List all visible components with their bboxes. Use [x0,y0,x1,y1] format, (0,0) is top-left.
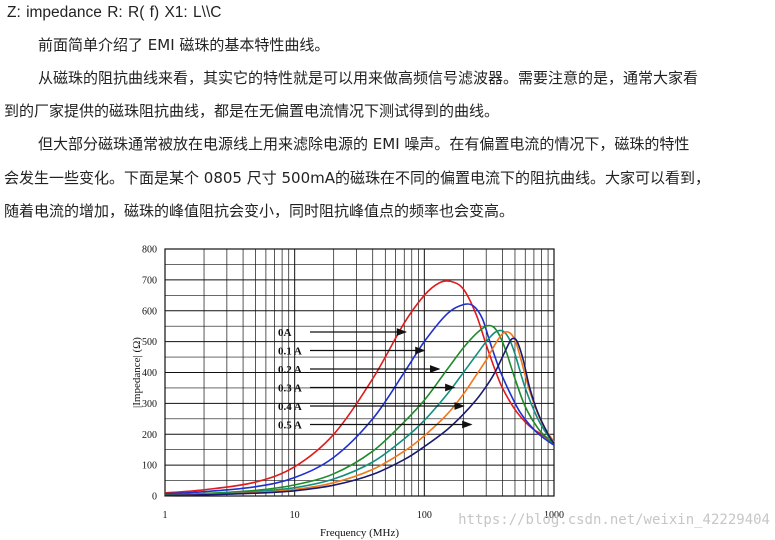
paragraph-filter-line-1: 从磁珠的阻抗曲线来看，其实它的特性就是可以用来做高频信号滤波器。需要注意的是，通… [38,69,699,87]
chart-axes: 1 10 100 1000 0 100 200 300 400 500 600 700 800 [142,245,564,522]
y-tick-label: 800 [142,245,157,256]
paragraph-bias-line-2: 会发生一些变化。下面是某个 0805 尺寸 500mA的磁珠在不同的偏置电流下的… [4,169,710,187]
series-line-2 [164,324,555,496]
paragraph-filter-line-2: 到的厂家提供的磁珠阻抗曲线，都是在无偏置电流情况下测试得到的曲线。 [4,102,500,120]
y-axis-label: |Impedance| (Ω) [131,337,143,408]
y-tick-label: 100 [142,461,157,472]
series-line-4 [164,331,555,497]
paragraph-intro: 前面简单介绍了 EMI 磁珠的基本特性曲线。 [38,36,330,54]
paragraph-bias-line-1: 但大部分磁珠通常被放在电源线上用来滤除电源的 EMI 噪声。在有偏置电流的情况下… [38,135,690,153]
series-label-2: 0.2 A [278,364,302,376]
chart-series [164,280,555,497]
y-tick-label: 500 [142,337,157,348]
series-label-0: 0A [278,327,292,339]
series-line-0 [164,280,555,494]
y-tick-label: 600 [142,306,157,317]
watermark-url: https://blog.csdn.net/weixin_42229404 [458,512,770,528]
y-tick-label: 300 [142,399,157,410]
y-tick-label: 400 [142,368,157,379]
x-tick-label: 100 [417,510,432,521]
series-line-5 [164,337,555,497]
series-label-5: 0.5 A [278,420,302,432]
formula-line: Z: impedance R: R( f) X1: L\\C [7,4,222,21]
x-tick-label: 1 [163,510,168,521]
x-axis-label: Frequency (MHz) [320,527,399,539]
paragraph-bias-line-3: 随着电流的增加，磁珠的峰值阻抗会变小，同时阻抗峰值点的频率也会变高。 [4,202,515,220]
x-tick-label: 10 [290,510,300,521]
plot-frame [164,248,555,497]
y-tick-label: 0 [152,492,157,503]
series-line-3 [164,329,555,496]
series-label-3: 0.3 A [278,383,302,395]
y-tick-label: 700 [142,275,157,286]
series-line-1 [164,303,555,495]
impedance-chart: 1 10 100 1000 0 100 200 300 400 500 600 700 800 0A 0.… [131,245,770,540]
x-tick-label: 1000 [544,510,564,521]
series-label-1: 0.1 A [278,346,302,358]
series-annotations: 0A 0.1 A 0.2 A 0.3 A 0.4 A 0.5 A [278,327,473,432]
series-label-4: 0.4 A [278,401,302,413]
y-tick-label: 200 [142,430,157,441]
